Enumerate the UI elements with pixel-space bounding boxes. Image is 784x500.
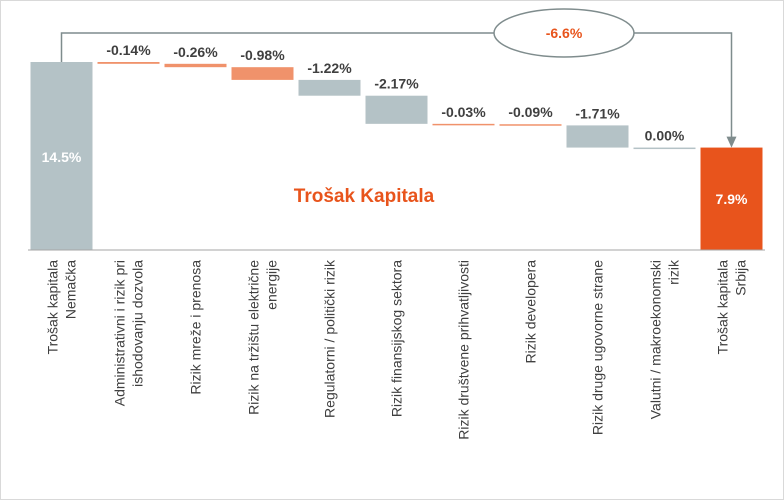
category-label-line: rizik bbox=[666, 259, 682, 285]
bars-layer bbox=[30, 62, 763, 250]
bar-value-label: -1.71% bbox=[575, 105, 620, 121]
category-label: Valutni / makroekonomski rizik bbox=[648, 259, 682, 419]
category-label: Rizik mreže i prenosa bbox=[188, 260, 204, 395]
category-label: Rizik društvene prihvatljivosti bbox=[456, 260, 472, 440]
bar-value-label: -0.14% bbox=[106, 42, 151, 58]
category-label: Trošak kapitala Srbija bbox=[715, 260, 749, 355]
category-label-line: ishodovanju dozvola bbox=[130, 260, 146, 387]
category-label: Rizik finansijskog sektora bbox=[389, 260, 405, 417]
arrow-head-icon bbox=[726, 136, 737, 148]
bar-value-label: -0.03% bbox=[441, 104, 486, 120]
category-label-line: Rizik na tržištu električne bbox=[246, 260, 262, 415]
bar-value-label: -0.09% bbox=[508, 104, 553, 120]
category-label: Rizik na tržištu električne energije bbox=[246, 260, 280, 415]
overall-change-label: -6.6% bbox=[546, 25, 583, 41]
value-labels-layer: 14.5% -0.14% -0.26% -0.98% -1.22% -2.17% -0.03… bbox=[42, 42, 748, 207]
bar-value-label: -0.26% bbox=[173, 44, 218, 60]
category-label: Regulatorni / politički rizik bbox=[322, 259, 338, 418]
waterfall-bar bbox=[97, 62, 160, 64]
waterfall-bar bbox=[231, 67, 294, 80]
category-label-line: Rizik mreže i prenosa bbox=[188, 260, 204, 395]
category-label-line: Trošak kapitala bbox=[45, 260, 61, 355]
overall-change-connector: -6.6% bbox=[60, 8, 737, 148]
category-label: Rizik druge ugovorne strane bbox=[590, 260, 606, 435]
category-label-line: Regulatorni / politički rizik bbox=[322, 259, 338, 418]
category-label-line: Srbija bbox=[733, 260, 749, 296]
category-label-line: Trošak kapitala bbox=[715, 260, 731, 355]
waterfall-bar bbox=[30, 62, 93, 250]
change-ellipse bbox=[493, 8, 635, 58]
waterfall-bar bbox=[566, 125, 629, 148]
category-label-line: Valutni / makroekonomski bbox=[648, 260, 664, 419]
waterfall-bar bbox=[432, 123, 495, 126]
category-label-line: Rizik developera bbox=[523, 260, 539, 364]
category-labels-layer: Trošak kapitala Nemačka Administrativni i … bbox=[45, 259, 749, 440]
category-label: Trošak kapitala Nemačka bbox=[45, 260, 79, 355]
total-value-label: 14.5% bbox=[42, 149, 82, 165]
category-label: Administrativni i rizik pri ishodovanju d… bbox=[112, 260, 146, 406]
category-label-line: Rizik društvene prihvatljivosti bbox=[456, 260, 472, 440]
category-label-line: Rizik finansijskog sektora bbox=[389, 260, 405, 417]
waterfall-bar bbox=[365, 95, 428, 124]
category-label-line: Administrativni i rizik pri bbox=[112, 260, 128, 406]
waterfall-bar bbox=[633, 147, 696, 150]
waterfall-bar bbox=[700, 147, 763, 250]
chart-title: Trošak Kapitala bbox=[294, 186, 435, 207]
waterfall-bar bbox=[298, 79, 361, 96]
bar-value-label: -1.22% bbox=[307, 60, 352, 76]
bar-value-label: 0.00% bbox=[645, 128, 685, 144]
waterfall-bar bbox=[499, 124, 562, 126]
bar-value-label: -0.98% bbox=[240, 47, 285, 63]
waterfall-bar bbox=[164, 63, 227, 68]
category-label: Rizik developera bbox=[523, 260, 539, 364]
category-label-line: Rizik druge ugovorne strane bbox=[590, 260, 606, 435]
category-label-line: energije bbox=[264, 260, 280, 310]
total-value-label: 7.9% bbox=[716, 191, 748, 207]
bar-value-label: -2.17% bbox=[374, 76, 419, 92]
category-label-line: Nemačka bbox=[63, 260, 79, 319]
connector-line bbox=[60, 32, 733, 138]
